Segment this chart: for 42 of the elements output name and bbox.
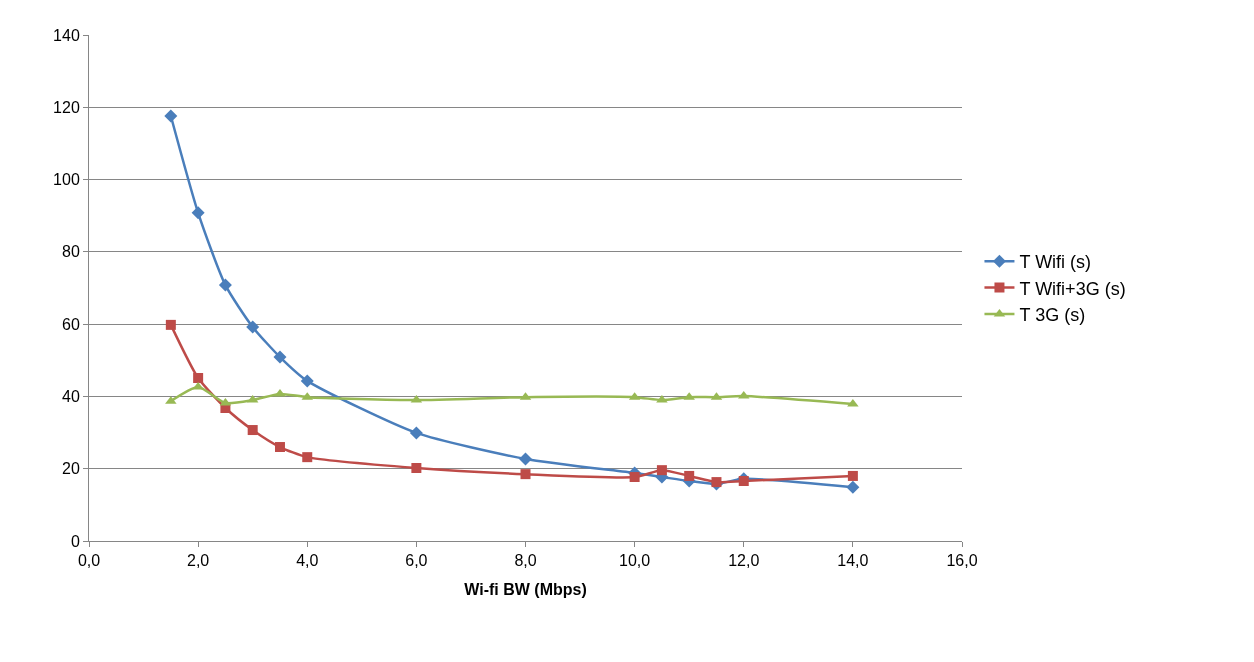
point — [274, 442, 285, 453]
point — [164, 109, 178, 123]
y-tick-label: 60 — [62, 315, 80, 333]
point — [738, 476, 749, 486]
point — [409, 426, 423, 440]
x-tick-label: 0,0 — [77, 552, 101, 570]
point — [629, 472, 640, 483]
point — [411, 462, 422, 473]
point — [247, 425, 258, 436]
point — [519, 452, 532, 466]
point — [273, 350, 287, 364]
point — [193, 373, 204, 383]
point — [847, 470, 858, 481]
y-tick-label: 120 — [53, 98, 80, 116]
y-tick-label: 140 — [53, 26, 80, 44]
point — [684, 470, 695, 481]
x-tick-label: 12,0 — [728, 552, 760, 570]
point — [246, 320, 260, 334]
point — [846, 480, 860, 494]
x-tick-label: 16,0 — [946, 552, 978, 570]
x-tick-label: 8,0 — [514, 552, 537, 570]
legend-label: T Wifi (s) — [1019, 252, 1092, 273]
x-tick-label: 6,0 — [405, 552, 428, 570]
point — [191, 206, 205, 220]
x-tick-label: 2,0 — [187, 552, 210, 570]
x-tick-label: 14,0 — [837, 552, 869, 570]
point — [300, 374, 314, 388]
point — [165, 319, 176, 330]
point — [656, 465, 667, 476]
point — [302, 452, 313, 463]
x-tick-label: 4,0 — [296, 552, 319, 570]
y-tick-label: 20 — [62, 460, 80, 478]
x-tick-label: 10,0 — [619, 552, 651, 570]
y-tick-label: 0 — [70, 532, 80, 550]
y-tick-label: 80 — [62, 243, 80, 261]
y-tick-label: 100 — [53, 171, 80, 189]
point — [218, 278, 232, 292]
legend-label: T 3G (s) — [1019, 305, 1086, 326]
x-axis-title: Wi-fi BW (Mbps) — [464, 580, 587, 598]
legend-label: T Wifi+3G (s) — [1019, 278, 1126, 299]
point — [520, 469, 531, 480]
y-tick-label: 40 — [62, 388, 80, 406]
